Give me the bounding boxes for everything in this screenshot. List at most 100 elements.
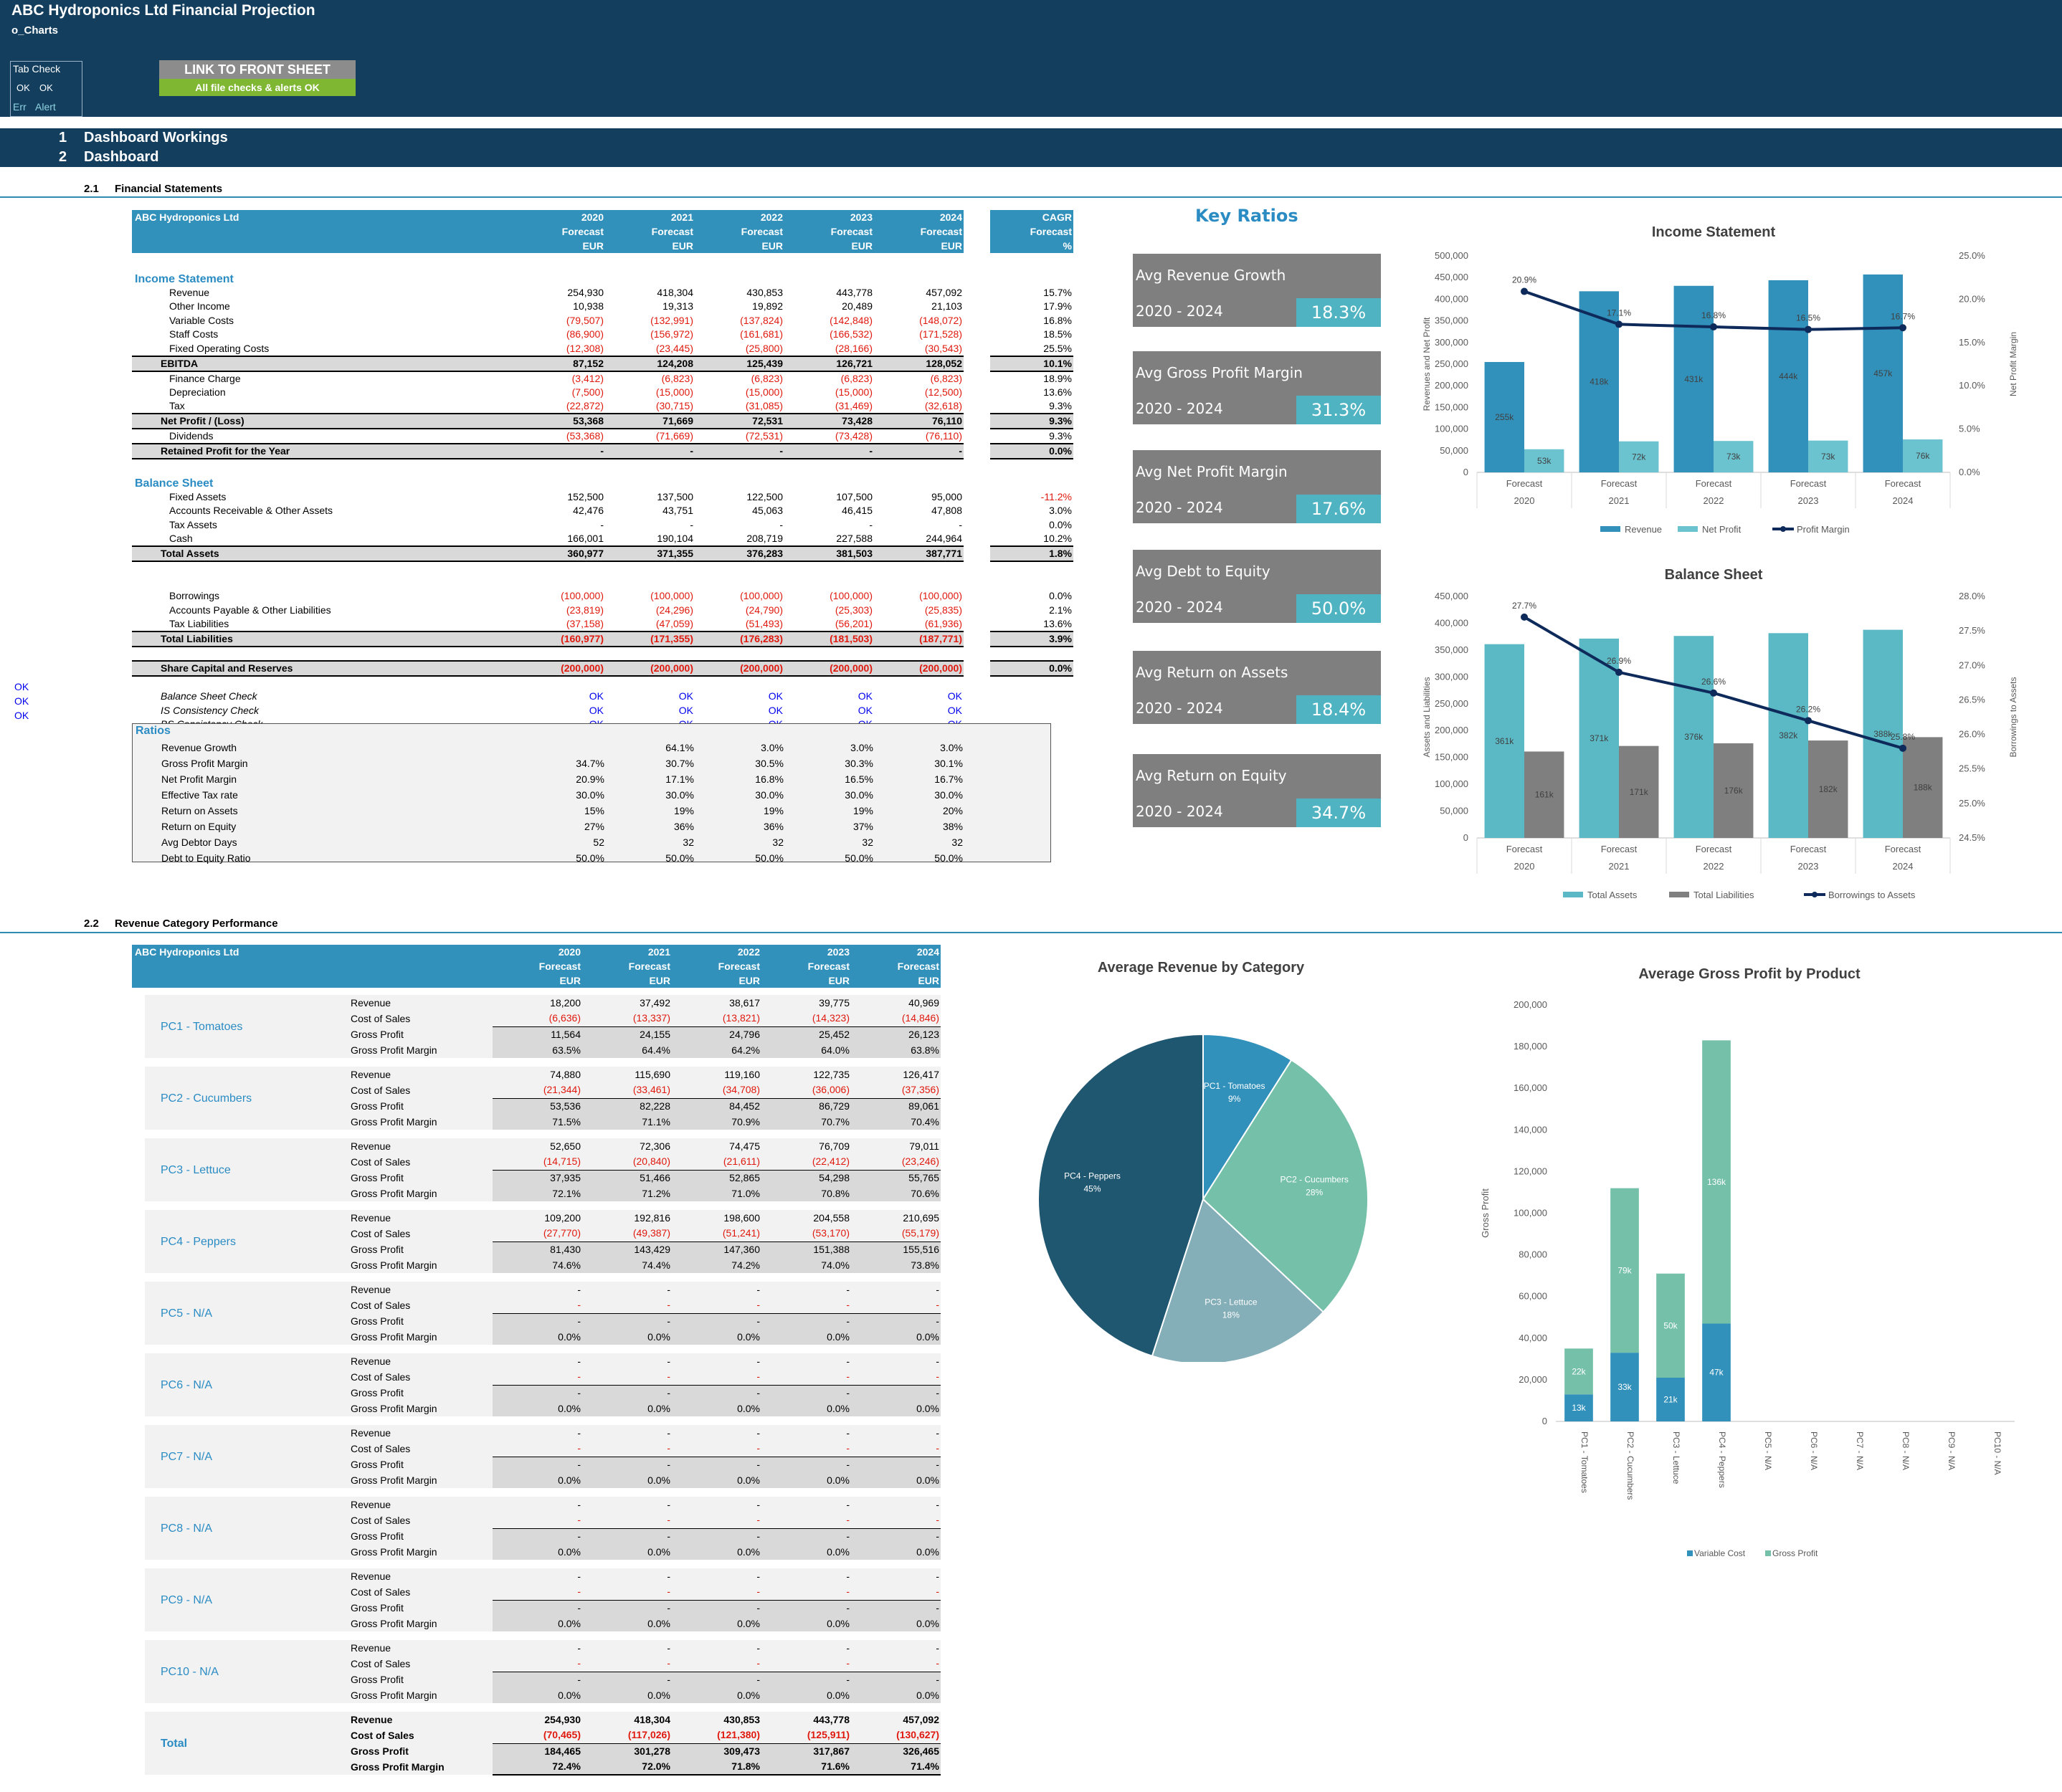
bar-data-label: 136k (1707, 1177, 1726, 1187)
value-cell: 457,092 (851, 1712, 941, 1727)
line-data-label: 26.6% (1701, 677, 1726, 687)
fs-header: ABC Hydroponics Ltd 2020 2021 2022 2023 … (132, 210, 1073, 253)
value-cell: 387,771 (874, 545, 964, 562)
gap-cell (964, 399, 990, 414)
cagr-cell: 17.9% (1043, 300, 1072, 313)
x-tick-label: 2023 (1798, 861, 1819, 872)
value-cell: - (959, 518, 962, 530)
y-tick-label: 0 (1542, 1416, 1547, 1426)
ratio-value: 17.1% (665, 773, 694, 785)
value-cell: 122,735 (761, 1067, 851, 1082)
table-row: IS Consistency Check OK OK OK OK OK (132, 703, 1073, 718)
table-row: PC2 - Cucumbers Revenue 74,880 115,690 119,1… (132, 1067, 941, 1130)
ratio-value: 50.0% (845, 852, 873, 864)
value-cell: - (582, 1369, 672, 1385)
value-cell: (12,308) (566, 342, 604, 354)
bar-data-label: 161k (1535, 790, 1554, 800)
line-point (1805, 717, 1812, 725)
value-cell: (15,000) (745, 386, 783, 398)
y-axis-title: Gross Profit (1480, 1188, 1491, 1238)
gap-cell (964, 313, 990, 328)
x-tick-label: PC1 - Tomatoes (1579, 1431, 1590, 1493)
value-cell: 70.9% (672, 1114, 761, 1130)
ratio-value: 32 (683, 836, 694, 848)
spacer (132, 1568, 145, 1584)
table-row: Borrowings (100,000) (100,000) (100,000) (10… (132, 589, 1073, 604)
financial-statements-table: Income Statement Revenue 254,930 418,304 430… (132, 254, 1073, 732)
value-cell: 64.2% (672, 1042, 761, 1058)
gap-cell (964, 546, 990, 561)
value-cell: - (582, 1512, 672, 1528)
spacer (132, 1544, 145, 1560)
y-tick-label: 120,000 (1514, 1166, 1547, 1176)
value-cell: (70,465) (493, 1727, 582, 1743)
table-row: Gross Profit - - - - - (132, 1312, 941, 1329)
value-cell: 0.0% (761, 1687, 851, 1703)
value-cell: 63.8% (851, 1042, 941, 1058)
forecast-label: Forecast (761, 959, 851, 973)
blank-cell (990, 704, 1073, 718)
ratio-label: Return on Assets (161, 804, 238, 816)
spacer (132, 1226, 145, 1241)
value-cell: 184,465 (493, 1743, 582, 1759)
y-tick-label: 50,000 (1440, 806, 1468, 816)
bar-data-label: 79k (1617, 1265, 1632, 1275)
gap-cell (964, 371, 990, 386)
bar-total-assets (1673, 636, 1714, 838)
y2-tick-label: 0.0% (1959, 467, 1980, 477)
ratio-value: 30.0% (934, 788, 963, 801)
nav-item-dashboard[interactable]: 2 Dashboard (0, 148, 2062, 167)
income-statement-chart: Income Statement 0 50,000 100,000 150,000 200… (1422, 224, 2018, 535)
y2-tick-label: 27.0% (1959, 659, 1985, 670)
value-cell: (37,356) (851, 1082, 941, 1098)
bar-total-liabilities (1619, 745, 1659, 838)
y-tick-label: 100,000 (1514, 1208, 1547, 1219)
value-cell: - (761, 1584, 851, 1600)
table-row (132, 647, 1073, 661)
value-cell: - (493, 1425, 582, 1441)
table-row: Revenue 254,930 418,304 430,853 443,778 457,0… (132, 285, 1073, 300)
value-cell: 192,816 (582, 1210, 672, 1226)
link-to-front-sheet-button[interactable]: LINK TO FRONT SHEET (159, 60, 356, 79)
value-cell: 0.0% (493, 1687, 582, 1703)
spacer (132, 1369, 145, 1385)
table-row: Gross Profit 37,935 51,466 52,865 54,298 55,7… (132, 1169, 941, 1186)
table-row: Share Capital and Reserves (200,000) (200,… (132, 659, 1073, 677)
value-cell: (34,708) (672, 1082, 761, 1098)
x-tick-label: 2022 (1704, 861, 1724, 872)
blank-cell (964, 819, 1052, 834)
value-cell: - (672, 1512, 761, 1528)
value-cell: (21,611) (672, 1154, 761, 1170)
value-cell: - (851, 1640, 941, 1656)
spacer (132, 995, 145, 1011)
value-cell: 39,775 (761, 995, 851, 1011)
value-cell: (20,840) (582, 1154, 672, 1170)
table-row: Total Liabilities (160,977) (171,355) (176,… (132, 631, 1073, 647)
value-cell: 254,930 (567, 286, 604, 298)
row-label: IS Consistency Check (161, 704, 259, 716)
y2-tick-label: 25.0% (1959, 250, 1985, 261)
ratio-value: 36% (763, 820, 784, 832)
value-cell: - (582, 1297, 672, 1313)
forecast-label: Forecast (605, 224, 695, 239)
line-data-label: 25.8% (1891, 732, 1915, 742)
value-cell: (187,771) (874, 631, 964, 647)
year-header: 2022 (695, 210, 784, 224)
bar-data-label: 376k (1684, 732, 1704, 742)
spacer (132, 1282, 145, 1297)
value-cell: - (851, 1671, 941, 1687)
value-cell: 47,808 (931, 505, 962, 517)
bar-data-label: 418k (1590, 377, 1609, 387)
ratio-value: 50.0% (755, 852, 784, 864)
ratio-value: 64.1% (665, 741, 694, 753)
value-cell: - (761, 1599, 851, 1616)
check-ok: OK (14, 695, 29, 707)
value-cell: - (672, 1297, 761, 1313)
bar-data-label: 47k (1709, 1368, 1724, 1378)
cagr-cell: 0.0% (990, 443, 1073, 459)
y-tick-label: 160,000 (1514, 1082, 1547, 1093)
value-cell: - (761, 1384, 851, 1401)
nav-item-dashboard-workings[interactable]: 1 Dashboard Workings (0, 128, 2062, 148)
value-cell: - (582, 1425, 672, 1441)
value-cell: - (672, 1656, 761, 1672)
